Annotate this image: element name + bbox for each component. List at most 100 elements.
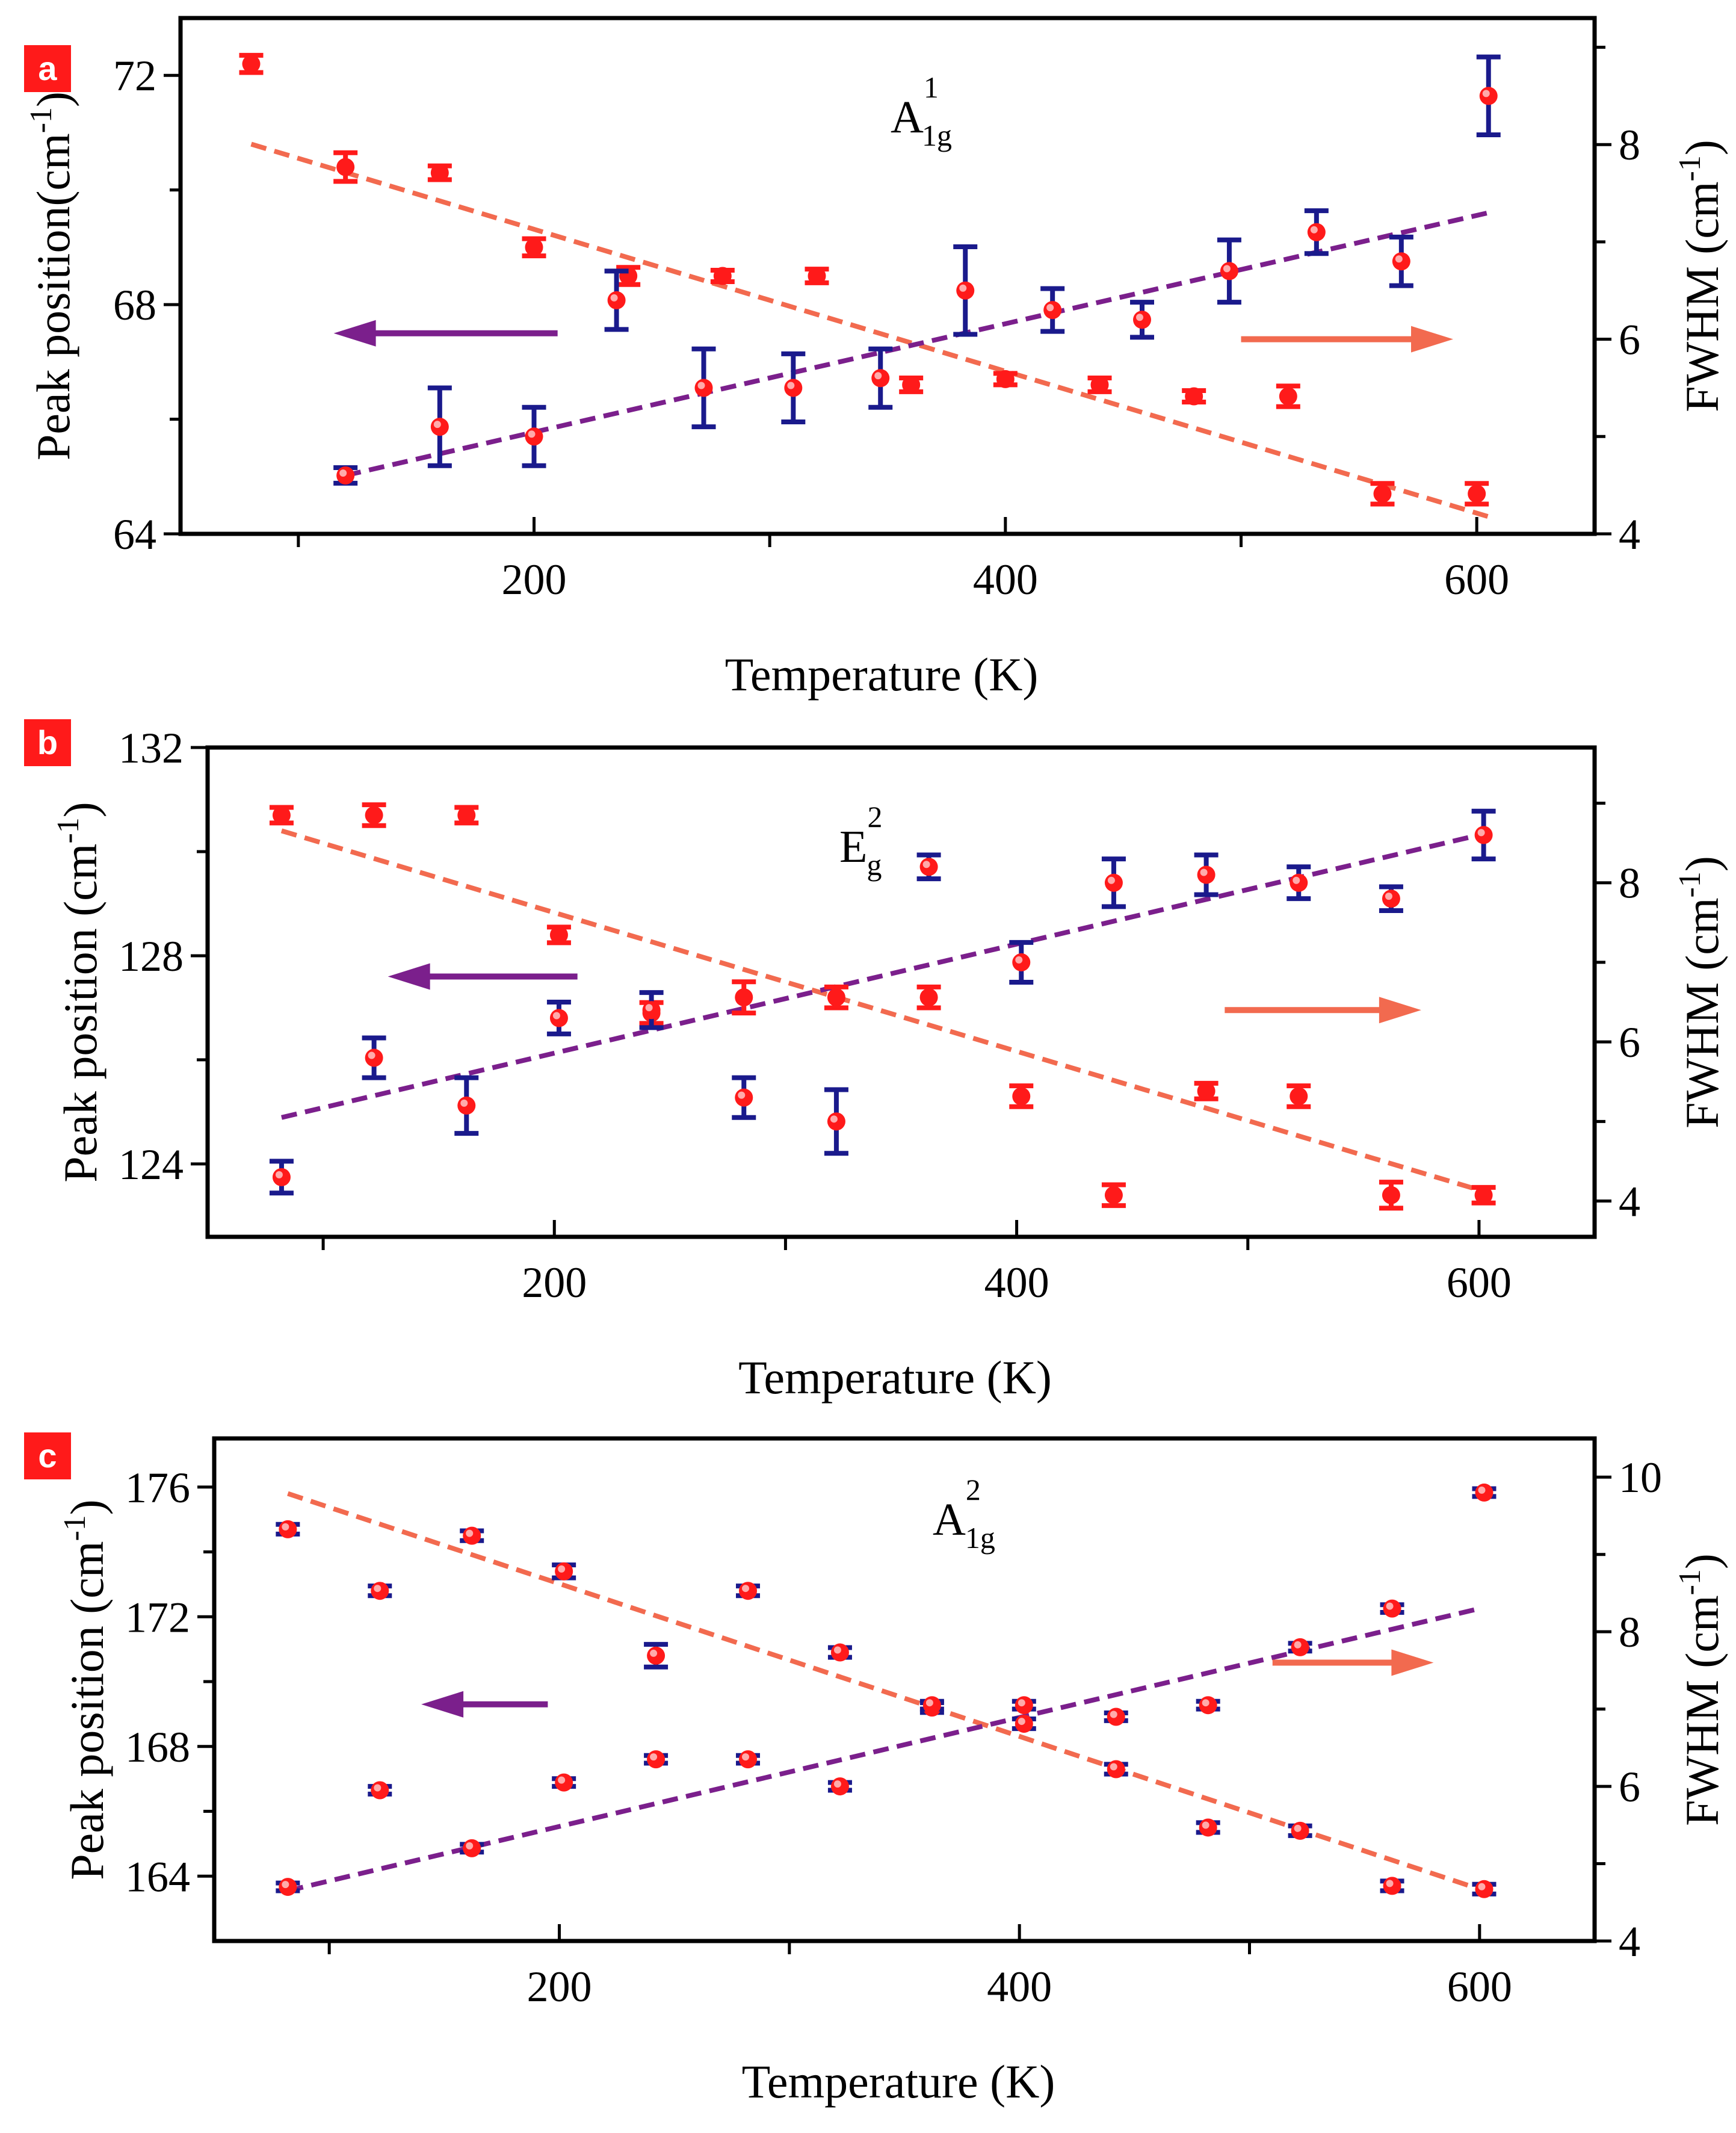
y2-tick-label: 8: [1619, 1608, 1640, 1656]
point-highlight: [738, 1091, 746, 1099]
data-point: [460, 1839, 484, 1857]
y-axis-title-main: Peak position (cm: [54, 844, 107, 1183]
mode-label: E2 g: [839, 800, 882, 882]
plot-frame: [212, 1436, 1597, 1943]
data-point: [552, 1773, 576, 1792]
data-point: [276, 1878, 300, 1896]
fwhm-series: [276, 1483, 1497, 1896]
y2-axis-title-sup: -1: [1673, 1569, 1707, 1595]
data-point: [1380, 1599, 1404, 1618]
data-point: [1276, 383, 1300, 409]
y-tick-label: 72: [113, 52, 156, 100]
fwhm-series: [269, 808, 1496, 1196]
y-tick-label: 68: [113, 281, 156, 329]
point-highlight: [830, 1115, 838, 1123]
panel-badge-label: b: [37, 723, 58, 761]
point-marker: [549, 926, 568, 944]
x-tick-label: 200: [527, 1963, 592, 2011]
point-highlight: [1294, 1641, 1302, 1649]
x-axis-title: Temperature (K): [738, 1351, 1052, 1404]
data-point: [1194, 852, 1219, 897]
arrow-left-icon: [388, 963, 578, 990]
y2-tick-label: 6: [1619, 1763, 1640, 1811]
data-point: [460, 1526, 484, 1545]
fwhm-fit-line: [281, 832, 1480, 1120]
point-highlight: [368, 1051, 375, 1059]
data-point: [368, 1582, 392, 1600]
data-point: [736, 1750, 761, 1769]
y-tick-label: 176: [125, 1464, 190, 1512]
data-point: [1009, 1083, 1034, 1109]
point-highlight: [1200, 868, 1208, 876]
point-highlight: [1385, 893, 1392, 900]
point-highlight: [1294, 1824, 1302, 1832]
data-point: [546, 1000, 571, 1036]
data-point: [1288, 1638, 1312, 1656]
data-point: [1287, 864, 1311, 902]
data-point: [1379, 884, 1403, 913]
y2-axis-title-sup: -1: [1673, 871, 1707, 897]
data-point: [1009, 940, 1034, 985]
data-point: [522, 236, 546, 259]
panel-badge-label: a: [38, 49, 57, 87]
data-point: [1472, 1880, 1497, 1898]
point-marker: [1104, 1186, 1123, 1204]
data-point: [1465, 481, 1489, 507]
point-highlight: [466, 1842, 474, 1850]
y-axis-title-sup: -1: [51, 817, 85, 843]
panel-badge-box: [24, 719, 71, 766]
peak-fit-line: [280, 828, 1480, 1192]
point-highlight: [1136, 314, 1143, 321]
point-marker: [336, 158, 355, 176]
mode-label: A2 1g: [933, 1473, 995, 1555]
point-marker: [713, 267, 732, 285]
y2-tick-label: 8: [1619, 859, 1640, 908]
data-point: [1130, 300, 1154, 340]
y2-axis-title-tail: ): [1676, 856, 1728, 871]
data-point: [827, 1643, 852, 1662]
data-point: [1101, 856, 1126, 909]
data-point: [269, 1159, 294, 1196]
point-highlight: [1293, 876, 1300, 884]
mode-label-base: A: [891, 92, 924, 143]
data-point: [916, 852, 941, 882]
point-highlight: [650, 1649, 658, 1657]
x-tick-label: 600: [1447, 1258, 1512, 1307]
point-marker: [1468, 484, 1486, 503]
arrow-head: [1391, 1649, 1434, 1676]
data-point: [454, 805, 479, 826]
point-marker: [1279, 387, 1297, 406]
peak-fit-line: [287, 1491, 1481, 1892]
arrow-head: [1379, 997, 1421, 1024]
point-highlight: [833, 1780, 841, 1788]
data-point: [805, 267, 829, 285]
point-highlight: [1107, 876, 1115, 884]
data-point: [1104, 1760, 1128, 1779]
data-point: [362, 802, 386, 828]
y-axis-title-tail: ): [27, 91, 79, 107]
data-point: [916, 984, 941, 1011]
y2-tick-label: 4: [1619, 510, 1640, 559]
arrow-head: [1411, 326, 1453, 353]
y-axis-title: Peak position (cm-1): [58, 1499, 113, 1880]
data-point: [1196, 1696, 1220, 1715]
data-point: [427, 163, 452, 182]
data-point: [644, 1642, 669, 1670]
data-point: [1379, 1180, 1403, 1211]
x-tick-label: 200: [502, 556, 567, 604]
point-highlight: [697, 382, 705, 389]
x-axis-title: Temperature (K): [725, 648, 1039, 701]
y-tick-label: 164: [125, 1853, 190, 1901]
data-point: [1040, 286, 1065, 334]
y2-tick-label: 4: [1619, 1178, 1640, 1226]
point-highlight: [645, 1004, 653, 1012]
y2-tick-label: 10: [1619, 1453, 1662, 1502]
mode-label-sup: 1: [924, 70, 938, 104]
y-axis-title-tail: ): [54, 802, 107, 817]
peak-series: [239, 52, 1489, 507]
point-highlight: [528, 430, 536, 438]
data-point: [824, 1087, 848, 1156]
x-axis-title: Temperature (K): [742, 2055, 1055, 2108]
data-point: [368, 1781, 392, 1800]
